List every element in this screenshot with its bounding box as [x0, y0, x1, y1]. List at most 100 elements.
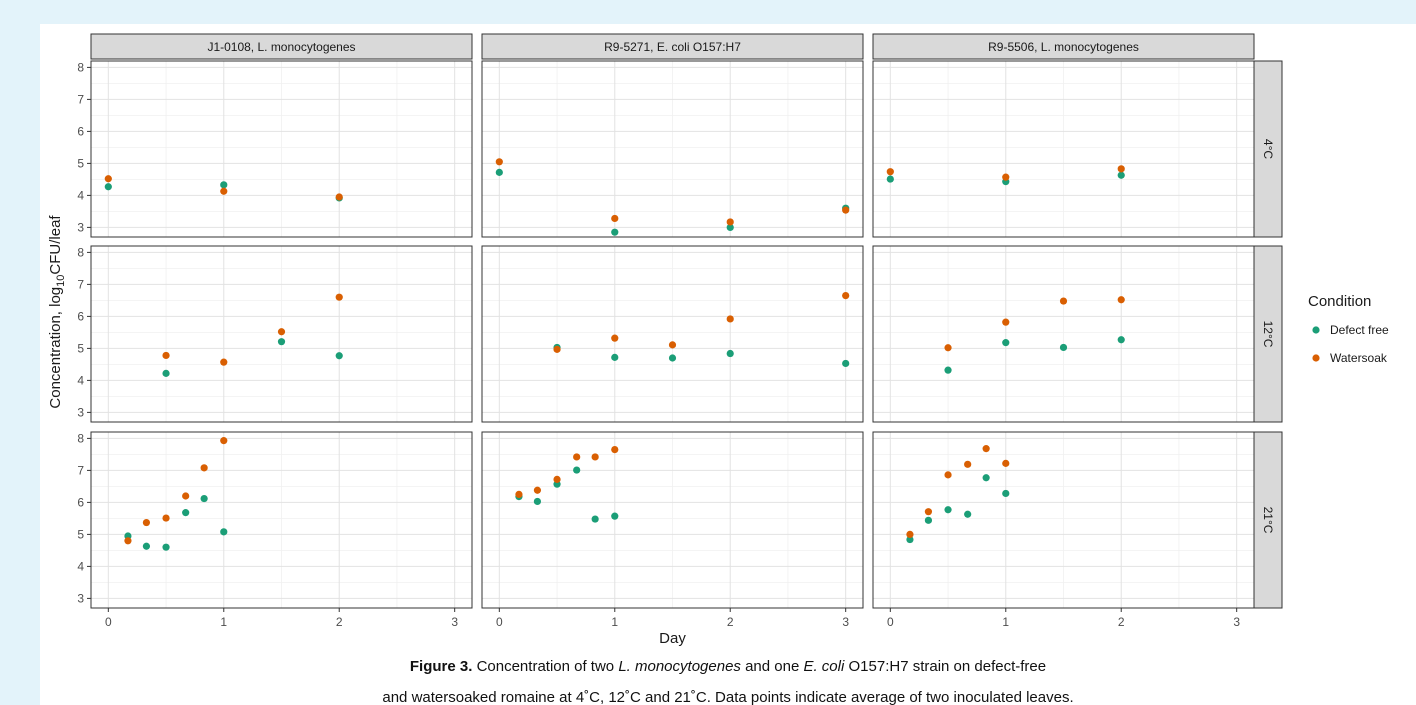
caption-text-a: Concentration of two	[472, 658, 619, 675]
figure-canvas: J1-0108, L. monocytogenes R9-5271, E. col…	[40, 24, 1416, 705]
y-tick-label: 6	[77, 495, 84, 509]
row-strip-label: 4°C	[1261, 139, 1275, 159]
data-point	[553, 345, 561, 353]
faceted-scatter-chart: J1-0108, L. monocytogenes R9-5271, E. col…	[47, 33, 1389, 647]
column-strip	[90, 33, 473, 60]
data-point	[611, 446, 619, 454]
legend-key	[1312, 354, 1320, 362]
data-point	[924, 508, 933, 516]
column-strip-label: R9-5506, L. monocytogenes	[988, 40, 1139, 54]
data-point	[1002, 459, 1010, 467]
data-point	[335, 193, 343, 201]
y-tick-label: 5	[77, 341, 84, 355]
data-point	[1059, 343, 1068, 352]
x-tick-label: 3	[842, 615, 849, 629]
x-tick-label: 2	[336, 615, 343, 629]
legend-title: Condition	[1308, 293, 1371, 310]
data-point	[726, 349, 734, 358]
data-point	[982, 445, 990, 453]
data-point	[533, 497, 542, 506]
data-point	[1002, 489, 1010, 498]
data-point	[611, 228, 619, 236]
x-tick-label: 2	[727, 615, 734, 629]
x-tick-label: 3	[1233, 615, 1240, 629]
y-tick-label: 3	[77, 591, 84, 605]
data-point	[944, 471, 952, 479]
data-point	[277, 328, 286, 336]
data-point	[944, 366, 952, 374]
data-point	[200, 494, 208, 503]
legend-key	[1312, 326, 1320, 334]
panel-border	[90, 431, 473, 609]
data-point	[964, 510, 972, 518]
y-tick-label: 7	[77, 463, 84, 477]
y-tick-label: 4	[77, 188, 84, 202]
y-tick-label: 6	[77, 309, 84, 323]
data-point	[1002, 173, 1010, 181]
caption-text-e: O157:H7 strain on defect-free	[844, 658, 1047, 675]
data-point	[726, 218, 734, 226]
legend-label: Watersoak	[1330, 351, 1388, 365]
y-axis-title: Concentration, log10CFU/leaf	[47, 215, 67, 409]
y-tick-label: 8	[77, 60, 84, 74]
x-tick-label: 1	[611, 615, 618, 629]
data-point	[220, 358, 228, 366]
y-tick-label: 8	[77, 431, 84, 445]
data-point	[335, 352, 343, 360]
y-tick-label: 4	[77, 373, 84, 387]
data-point	[726, 223, 734, 231]
data-point	[1117, 171, 1125, 179]
data-point	[1117, 336, 1125, 344]
data-point	[162, 514, 170, 522]
data-point	[162, 351, 170, 360]
data-point	[964, 460, 972, 468]
data-point	[220, 528, 228, 536]
caption-text-c: and one	[740, 658, 804, 675]
data-point	[668, 341, 677, 349]
data-point	[495, 168, 503, 176]
data-point	[220, 187, 228, 195]
y-tick-label: 3	[77, 405, 84, 419]
data-point	[842, 206, 850, 214]
data-point	[591, 453, 599, 461]
y-tick-label: 7	[77, 277, 84, 291]
data-point	[142, 518, 151, 527]
data-point	[1002, 318, 1010, 326]
y-tick-label: 4	[77, 559, 84, 573]
data-point	[142, 542, 151, 550]
x-axis-title: Day	[659, 630, 686, 647]
x-tick-label: 1	[1002, 615, 1009, 629]
data-point	[1117, 296, 1125, 304]
figure-caption-line-1: Figure 3. Concentration of two L. monocy…	[40, 658, 1416, 675]
data-point	[1002, 339, 1010, 347]
figure-label: Figure 3.	[409, 658, 473, 675]
data-point	[573, 453, 581, 461]
column-strip-label: J1-0108, L. monocytogenes	[207, 40, 355, 54]
data-point	[944, 506, 952, 514]
panel-border	[872, 431, 1255, 609]
data-point	[611, 512, 619, 520]
data-point	[842, 359, 850, 368]
column-strip	[872, 33, 1255, 60]
data-point	[533, 486, 542, 494]
data-point	[611, 334, 619, 342]
y-tick-label: 5	[77, 156, 84, 170]
data-point	[162, 369, 170, 377]
x-tick-label: 1	[220, 615, 227, 629]
data-point	[277, 338, 286, 346]
data-point	[515, 490, 523, 498]
y-tick-label: 7	[77, 92, 84, 106]
y-tick-label: 6	[77, 124, 84, 138]
data-point	[104, 183, 112, 191]
column-strip	[481, 33, 864, 60]
data-point	[726, 315, 734, 323]
figure-caption-line-2: and watersoaked romaine at 4˚C, 12˚C and…	[382, 689, 1074, 705]
data-point	[104, 175, 112, 183]
data-point	[906, 535, 914, 544]
y-tick-label: 5	[77, 527, 84, 541]
data-point	[553, 475, 561, 483]
x-tick-label: 0	[496, 615, 503, 629]
data-point	[668, 354, 677, 362]
x-tick-label: 2	[1118, 615, 1125, 629]
panel-border	[481, 245, 864, 423]
